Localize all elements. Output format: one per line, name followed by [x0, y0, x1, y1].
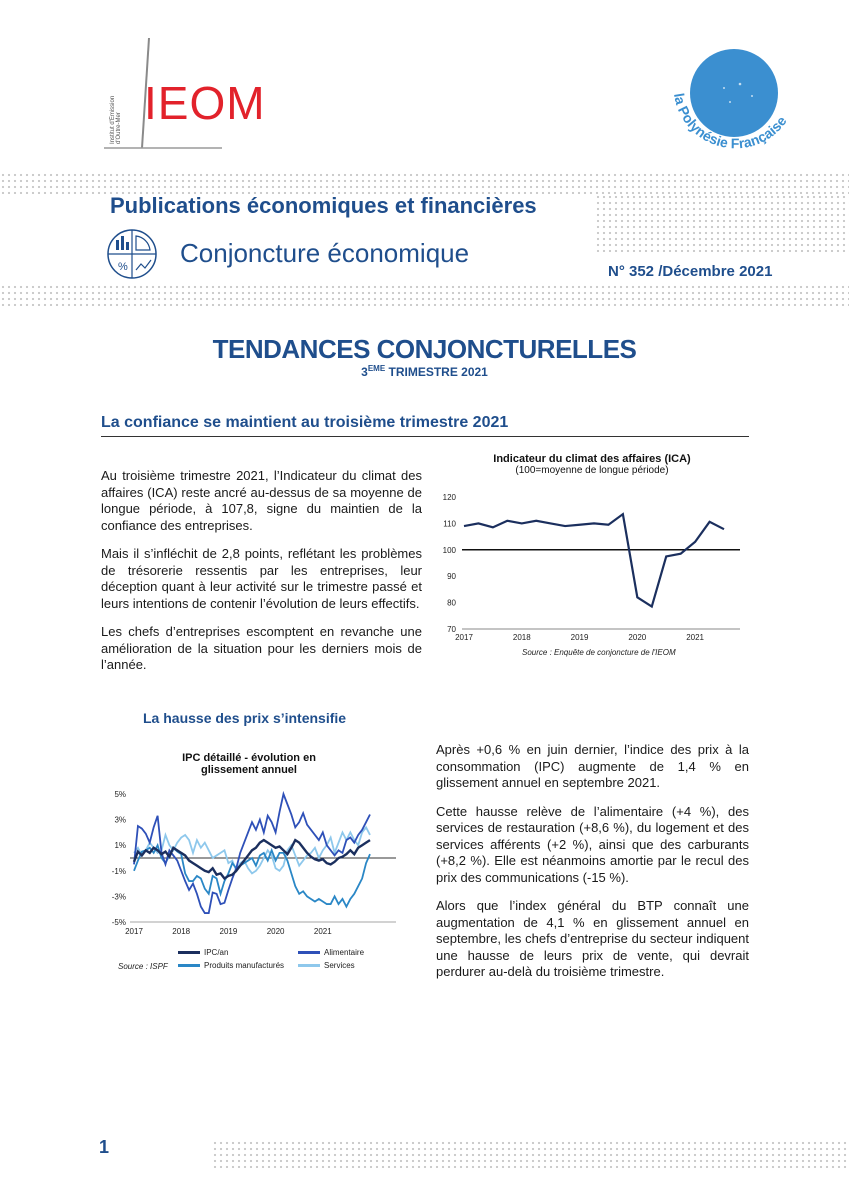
ipc-chart: IPC détaillé - évolution en glissement a… [104, 752, 404, 982]
logo-mark-icon [104, 38, 222, 149]
dotted-band-footer [212, 1140, 849, 1168]
ica-y-tick: 100 [443, 546, 457, 555]
issue-number: N° 352 /Décembre 2021 [608, 263, 773, 280]
ica-x-tick: 2020 [628, 633, 646, 642]
ica-x-tick: 2018 [513, 633, 531, 642]
ica-x-tick: 2021 [686, 633, 704, 642]
ipc-y-tick: 5% [114, 790, 126, 799]
ipc-chart-plot: -5% -3% -1% 1% 3% 5% 2017 2018 2019 2020 2021 [112, 790, 396, 936]
ipc-x-tick: 2021 [314, 927, 332, 936]
conjoncture-title: Conjoncture économique [180, 238, 470, 268]
legend-ipc: IPC/an [178, 948, 288, 957]
svg-text:%: % [118, 261, 128, 273]
ica-x-tick: 2019 [571, 633, 589, 642]
page-subtitle: 3EME TRIMESTRE 2021 [361, 364, 488, 379]
ica-y-tick: 70 [447, 625, 456, 634]
dotted-band-right [595, 194, 849, 252]
section2-text: Après +0,6 % en juin dernier, l’indice d… [436, 742, 749, 993]
ipc-x-tick: 2019 [220, 927, 238, 936]
logo-subtitle: Institut d'Émission d'Outre-Mer [110, 95, 122, 144]
logo-wordmark: IEOM [144, 77, 266, 129]
ipc-y-tick: -3% [112, 892, 126, 901]
section1-rule [101, 436, 749, 437]
ipc-x-tick: 2020 [267, 927, 285, 936]
section1-paragraph-2: Mais il s’infléchit de 2,8 points, reflé… [101, 546, 422, 611]
ipc-x-tick: 2018 [172, 927, 190, 936]
publication-title: Publications économiques et financières [110, 193, 537, 218]
page-number: 1 [99, 1137, 110, 1157]
conjoncture-icon: % [106, 228, 158, 280]
ica-chart-plot: 70 80 90 100 110 120 2017 2018 2019 2020 2021 [443, 493, 740, 642]
dotted-band-top [0, 172, 849, 194]
ipc-series-line [132, 838, 371, 881]
legend-alimentaire: Alimentaire [298, 948, 364, 957]
agency-badge: AGENCE DE la Polynésie Française [660, 18, 810, 168]
section2-paragraph-2: Cette hausse relève de l’alimentaire (+4… [436, 803, 749, 885]
section1-text: Au troisième trimestre 2021, l’Indicateu… [101, 468, 422, 686]
ica-chart-title: Indicateur du climat des affaires (ICA) [493, 453, 691, 465]
section1-paragraph-1: Au troisième trimestre 2021, l’Indicateu… [101, 468, 422, 533]
ica-chart-subtitle: (100=moyenne de longue période) [515, 465, 669, 476]
ipc-y-tick: -5% [112, 918, 126, 927]
ipc-y-tick: 1% [114, 841, 126, 850]
section2-paragraph-1: Après +0,6 % en juin dernier, l’indice d… [436, 742, 749, 790]
section2-paragraph-3: Alors que l’index général du BTP connaît… [436, 898, 749, 979]
badge-circle [690, 49, 778, 137]
page-title: TENDANCES CONJONCTURELLES [212, 334, 637, 364]
ieom-logo: Institut d'Émission d'Outre-Mer IEOM [104, 36, 266, 152]
ipc-y-tick: 3% [114, 816, 126, 825]
ica-y-tick: 110 [443, 519, 456, 528]
section1-paragraph-3: Les chefs d’entreprises escomptent en re… [101, 624, 422, 672]
ica-series-line [463, 512, 725, 609]
ica-y-tick: 80 [447, 599, 456, 608]
legend-manufactures: Produits manufacturés [178, 961, 288, 970]
ica-y-tick: 90 [447, 572, 456, 581]
ica-y-tick: 120 [443, 493, 457, 502]
ica-chart-source: Source : Enquête de conjoncture de l'IEO… [522, 648, 676, 657]
ipc-series-line [133, 790, 371, 914]
ipc-chart-source: Source : ISPF [118, 962, 168, 971]
ipc-y-tick: -1% [112, 867, 126, 876]
section2-heading: La hausse des prix s’intensifie [143, 710, 347, 726]
section1-heading: La confiance se maintient au troisième t… [101, 414, 509, 431]
ica-x-tick: 2017 [455, 633, 473, 642]
ica-chart: Indicateur du climat des affaires (ICA) … [432, 453, 752, 665]
ipc-legend: IPC/an Alimentaire Produits manufacturés… [178, 948, 398, 970]
ipc-x-tick: 2017 [125, 927, 143, 936]
legend-services: Services [298, 961, 355, 970]
dotted-band-bottom [0, 284, 849, 306]
ipc-chart-title: IPC détaillé - évolution en glissement a… [182, 752, 316, 776]
